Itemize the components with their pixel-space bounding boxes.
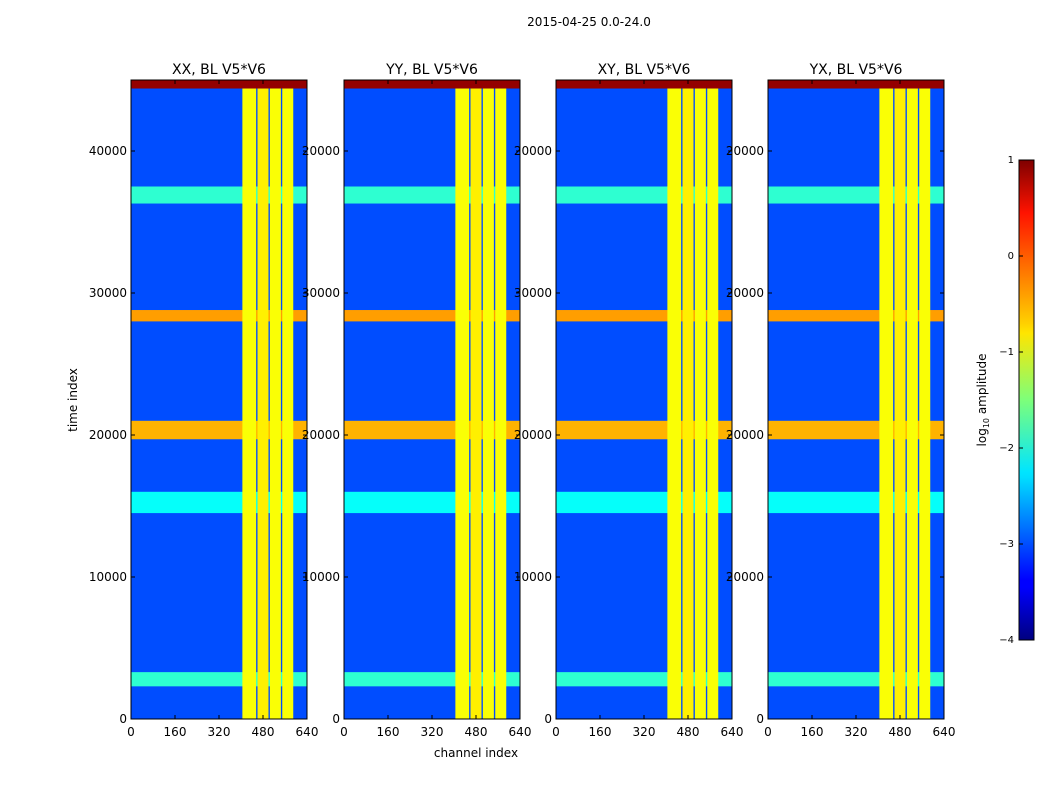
- panel-2: YY, BL V5*V6 0 160 320 480 640 0 10000 20000 3000…: [302, 62, 532, 739]
- x-tick-label: 160: [377, 725, 400, 739]
- y-tick-label: 20000: [302, 428, 340, 442]
- channel-band: [707, 88, 719, 719]
- x-tick-label: 480: [889, 725, 912, 739]
- channel-band: [282, 88, 294, 719]
- x-tick-label: 0: [340, 725, 348, 739]
- y-tick-label: 20000: [89, 428, 127, 442]
- panel-title: YX, BL V5*V6: [809, 62, 903, 78]
- time-band: [556, 80, 732, 89]
- channel-band: [682, 88, 694, 719]
- channel-band: [482, 88, 494, 719]
- channel-band: [242, 88, 257, 719]
- x-tick-label: 320: [421, 725, 444, 739]
- channel-band: [667, 88, 682, 719]
- colorbar-tick-label: 1: [1008, 155, 1014, 166]
- x-tick-label: 640: [721, 725, 744, 739]
- x-tick-label: 0: [127, 725, 135, 739]
- x-tick-label: 480: [465, 725, 488, 739]
- x-tick-label: 480: [252, 725, 275, 739]
- colorbar-tick-label: −3: [999, 539, 1014, 550]
- y-tick-label: 20000: [726, 570, 764, 584]
- channel-band: [919, 88, 931, 719]
- y-tick-label: 20000: [726, 286, 764, 300]
- figure-suptitle: 2015-04-25 0.0-24.0: [527, 15, 651, 29]
- y-tick-label: 30000: [302, 286, 340, 300]
- x-tick-label: 320: [208, 725, 231, 739]
- y-tick-label: 0: [544, 712, 552, 726]
- y-tick-label: 20000: [514, 144, 552, 158]
- x-tick-label: 320: [845, 725, 868, 739]
- time-band: [556, 310, 732, 322]
- y-tick-label: 20000: [302, 144, 340, 158]
- x-tick-label: 0: [764, 725, 772, 739]
- time-band: [344, 310, 520, 322]
- y-axis-label: time index: [66, 368, 80, 432]
- x-tick-label: 480: [677, 725, 700, 739]
- panels-group: XX, BL V5*V6 0 160 320 480 640 0 10000 20000 3000…: [89, 62, 956, 739]
- y-tick-label: 0: [119, 712, 127, 726]
- channel-band: [269, 88, 281, 719]
- colorbar-gradient: [1018, 159, 1035, 641]
- channel-band: [894, 88, 906, 719]
- panel-title: YY, BL V5*V6: [385, 62, 478, 78]
- x-tick-label: 640: [933, 725, 956, 739]
- channel-band: [694, 88, 706, 719]
- time-band: [344, 80, 520, 89]
- channel-band: [470, 88, 482, 719]
- colorbar: log10 amplitude 1 0 −1 −2 −3 −4: [975, 155, 1035, 646]
- colorbar-tick-label: 0: [1008, 251, 1014, 262]
- colorbar-tick-label: −2: [999, 443, 1014, 454]
- panel-title: XX, BL V5*V6: [172, 62, 266, 78]
- channel-band: [455, 88, 470, 719]
- colorbar-label: log10 amplitude: [975, 354, 991, 447]
- x-tick-label: 160: [801, 725, 824, 739]
- y-tick-label: 20000: [726, 428, 764, 442]
- y-tick-label: 30000: [89, 286, 127, 300]
- time-band: [768, 80, 944, 89]
- x-tick-label: 640: [509, 725, 532, 739]
- colorbar-tick-label: −4: [999, 635, 1014, 646]
- panel-title: XY, BL V5*V6: [598, 62, 691, 78]
- colorbar-tick-label: −1: [999, 347, 1014, 358]
- y-tick-label: 10000: [302, 570, 340, 584]
- x-axis-label: channel index: [434, 746, 518, 760]
- x-tick-label: 640: [296, 725, 319, 739]
- y-tick-label: 0: [756, 712, 764, 726]
- y-tick-label: 0: [332, 712, 340, 726]
- y-tick-label: 20000: [514, 428, 552, 442]
- y-tick-label: 40000: [89, 144, 127, 158]
- x-tick-label: 160: [589, 725, 612, 739]
- time-band: [131, 80, 307, 89]
- time-band: [768, 310, 944, 322]
- panel-3: XY, BL V5*V6 0 160 320 480 640 0 10000 20000 3000…: [514, 62, 744, 739]
- channel-band: [906, 88, 918, 719]
- y-tick-label: 20000: [726, 144, 764, 158]
- time-band: [131, 310, 307, 322]
- panel-4: YX, BL V5*V6 0 160 320 480 640 0 20000 20000 2000…: [726, 62, 956, 739]
- channel-band: [495, 88, 507, 719]
- y-tick-label: 10000: [89, 570, 127, 584]
- x-tick-label: 320: [633, 725, 656, 739]
- panel-1: XX, BL V5*V6 0 160 320 480 640 0 10000 20000 3000…: [89, 62, 319, 739]
- y-tick-label: 10000: [514, 570, 552, 584]
- channel-band: [879, 88, 894, 719]
- y-tick-label: 30000: [514, 286, 552, 300]
- channel-band: [257, 88, 269, 719]
- x-tick-label: 160: [164, 725, 187, 739]
- x-tick-label: 0: [552, 725, 560, 739]
